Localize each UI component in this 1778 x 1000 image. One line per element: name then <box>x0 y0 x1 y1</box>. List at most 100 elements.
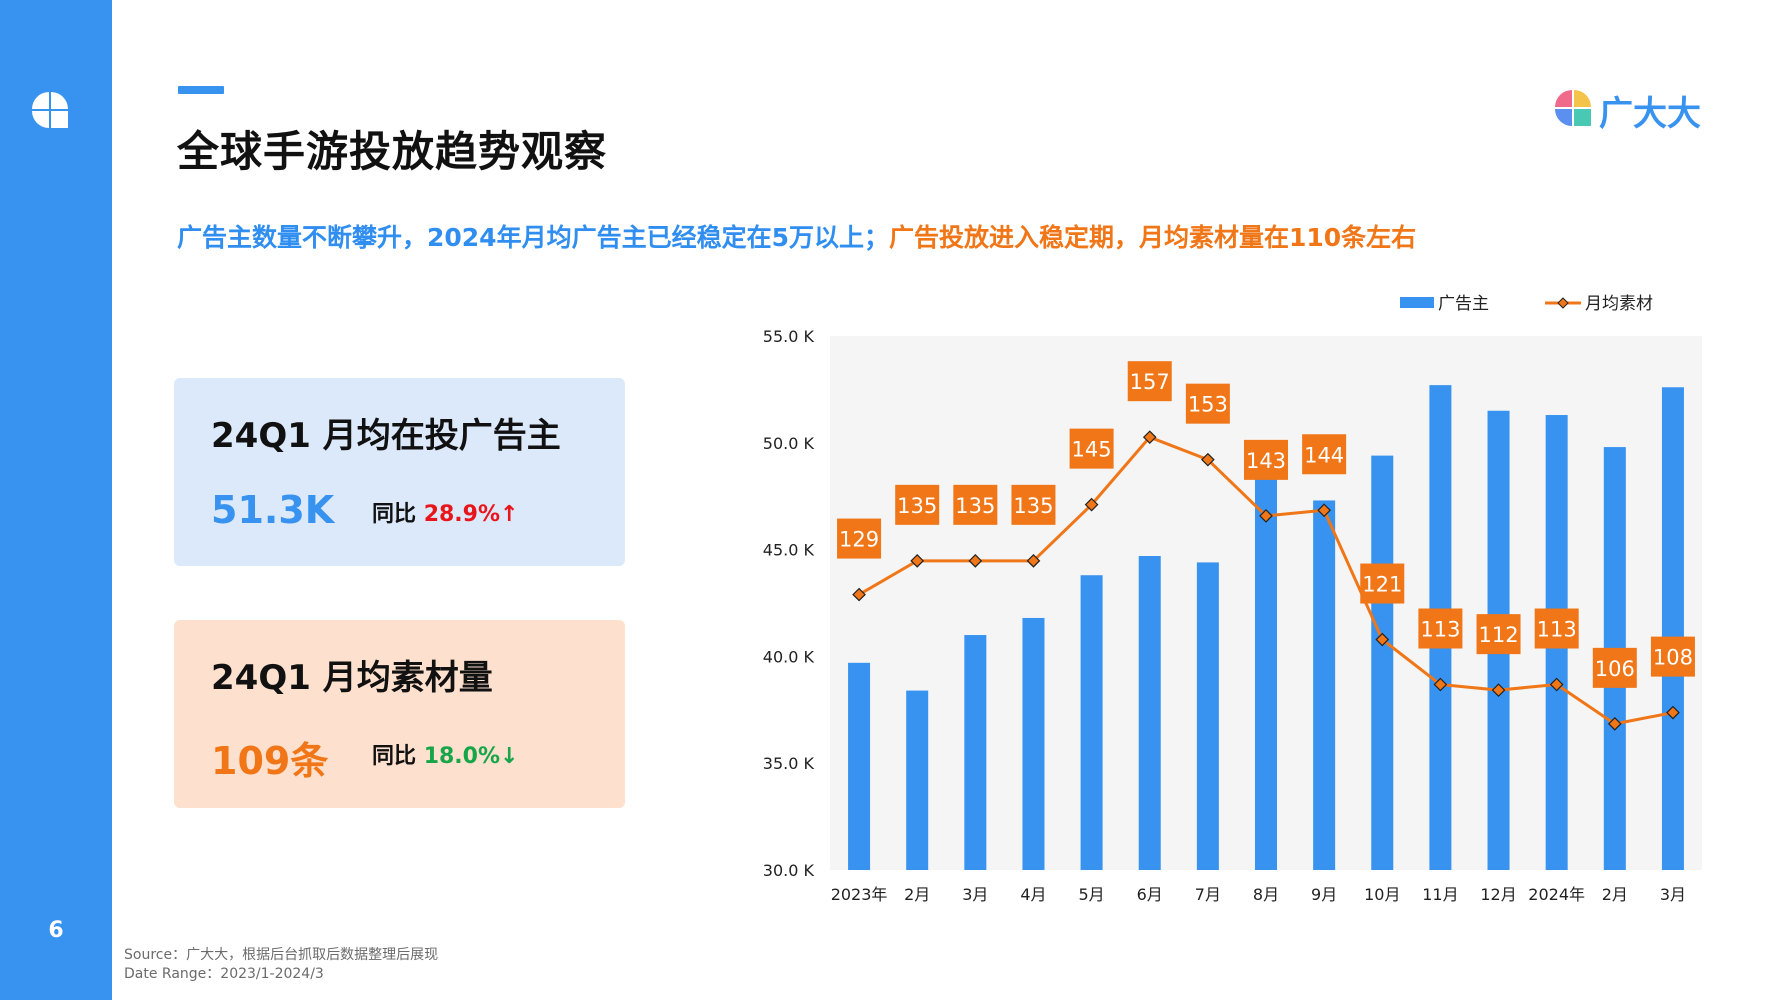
x-tick-label: 2024年 <box>1528 885 1585 904</box>
x-tick-label: 2023年 <box>831 885 888 904</box>
bar <box>1313 500 1336 870</box>
line-point <box>1375 632 1390 647</box>
y-tick-label: 45.0 K <box>763 541 815 560</box>
y-tick-label: 30.0 K <box>763 861 815 880</box>
data-label-box <box>1592 647 1637 688</box>
data-label: 145 <box>1072 438 1112 462</box>
yoy-label: 同比 <box>372 744 417 769</box>
line-point <box>1201 452 1215 467</box>
line-point <box>1549 677 1564 692</box>
line-point <box>1607 717 1622 731</box>
legend-label-creatives: 月均素材 <box>1585 294 1653 314</box>
line-point <box>1026 553 1041 568</box>
x-tick-label: 2月 <box>1602 885 1628 904</box>
x-tick-label: 3月 <box>1660 885 1686 904</box>
yoy-value: 18.0%↓ <box>423 744 519 769</box>
data-label-box <box>837 518 882 559</box>
source-text: Source：广大大，根据后台抓取后数据整理后展现 <box>124 947 439 963</box>
bar <box>1138 556 1161 870</box>
source-note: Source：广大大，根据后台抓取后数据整理后展现 Date Range：202… <box>124 946 438 984</box>
data-label-box <box>1069 428 1114 469</box>
data-label-box <box>1244 439 1288 480</box>
bar <box>1661 387 1684 870</box>
page-title: 全球手游投放趋势观察 <box>177 127 608 176</box>
data-label-box <box>1476 614 1521 655</box>
data-label: 157 <box>1130 370 1170 394</box>
line-point <box>1259 509 1273 523</box>
data-label: 108 <box>1653 646 1693 670</box>
legend-bar-swatch <box>1400 297 1434 308</box>
bar <box>964 635 987 870</box>
data-label: 135 <box>897 494 937 518</box>
subtitle-creatives: 广告投放进入稳定期，月均素材量在110条左右 <box>888 223 1417 252</box>
x-tick-label: 3月 <box>962 885 988 904</box>
data-label-box <box>1360 563 1405 604</box>
data-label: 143 <box>1246 449 1286 473</box>
title-accent-bar <box>178 86 224 94</box>
brand-mark-icon <box>1555 90 1591 126</box>
y-tick-label: 40.0 K <box>763 647 815 666</box>
data-label: 129 <box>839 528 879 552</box>
x-tick-label: 2月 <box>904 885 930 904</box>
x-tick-label: 5月 <box>1079 885 1105 904</box>
x-tick-label: 9月 <box>1311 885 1337 904</box>
card-title: 24Q1 月均素材量 <box>211 658 493 698</box>
data-label: 153 <box>1188 393 1228 417</box>
line-point <box>1433 677 1448 692</box>
advertiser-kpi-card: 24Q1 月均在投广告主 51.3K 同比 28.9%↑ <box>174 378 625 566</box>
data-label: 144 <box>1304 443 1344 467</box>
data-label: 135 <box>1013 494 1053 518</box>
brand-name: 广大大 <box>1599 94 1701 134</box>
x-tick-label: 11月 <box>1422 885 1458 904</box>
bar <box>1371 455 1394 870</box>
data-label-box <box>1011 484 1056 525</box>
y-tick-label: 50.0 K <box>763 434 815 453</box>
subtitle: 广告主数量不断攀升，2024年月均广告主已经稳定在5万以上；广告投放进入稳定期，… <box>177 218 1416 254</box>
sidebar: 6 <box>0 0 112 1000</box>
line-point <box>1491 683 1506 697</box>
data-label: 113 <box>1420 618 1460 642</box>
x-tick-label: 12月 <box>1480 885 1516 904</box>
bar <box>1255 479 1277 870</box>
card-title: 24Q1 月均在投广告主 <box>211 416 561 456</box>
data-label-box <box>1302 434 1347 475</box>
data-label-box <box>895 484 940 525</box>
card-value: 109条 <box>211 739 329 783</box>
y-tick-label: 55.0 K <box>763 327 815 346</box>
yoy-label: 同比 <box>372 502 417 527</box>
x-tick-label: 6月 <box>1137 885 1163 904</box>
data-label: 113 <box>1537 618 1577 642</box>
data-label-box <box>953 484 998 525</box>
line-point <box>1317 503 1331 518</box>
y-tick-label: 35.0 K <box>763 754 815 773</box>
line-point <box>968 553 983 568</box>
card-yoy: 同比 28.9%↑ <box>372 496 518 528</box>
data-label-box <box>1418 608 1463 649</box>
line-point <box>1142 430 1157 445</box>
data-label: 121 <box>1362 573 1402 597</box>
bar <box>1080 575 1103 870</box>
line-point <box>910 553 925 568</box>
data-label-box <box>1534 608 1579 649</box>
page-number: 6 <box>48 918 64 943</box>
data-label: 106 <box>1595 657 1635 681</box>
creative-kpi-card: 24Q1 月均素材量 109条 同比 18.0%↓ <box>174 620 625 808</box>
yoy-value: 28.9%↑ <box>423 502 519 527</box>
x-tick-label: 7月 <box>1195 885 1221 904</box>
data-label: 135 <box>955 494 995 518</box>
card-yoy: 同比 18.0%↓ <box>372 738 518 770</box>
card-value: 51.3K <box>211 488 335 532</box>
data-label-box <box>1185 383 1230 424</box>
bar <box>906 690 929 870</box>
legend-marker-icon <box>1557 297 1569 309</box>
data-label: 112 <box>1478 623 1518 647</box>
legend-label-advertisers: 广告主 <box>1438 294 1489 314</box>
data-label-box <box>1650 636 1695 677</box>
subtitle-advertisers: 广告主数量不断攀升，2024年月均广告主已经稳定在5万以上； <box>177 223 889 252</box>
line-point <box>1666 705 1680 720</box>
brand-logo-icon <box>32 92 68 128</box>
date-range-text: Date Range：2023/1-2024/3 <box>124 966 324 982</box>
x-tick-label: 4月 <box>1020 885 1046 904</box>
bar <box>848 662 871 870</box>
